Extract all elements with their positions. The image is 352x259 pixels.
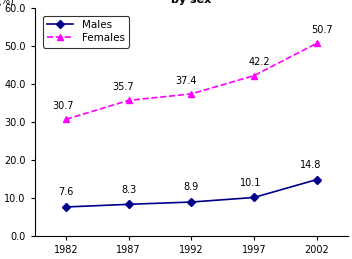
Text: (%): (%) [0,0,14,6]
Males [252,196,256,199]
Text: 30.7: 30.7 [52,101,74,111]
Males [126,203,131,206]
Line: Females: Females [63,40,320,123]
Text: 14.8: 14.8 [300,160,322,170]
Line: Males: Males [63,177,319,210]
Females [314,42,319,45]
Text: 8.9: 8.9 [184,182,199,192]
Females [252,74,256,77]
Males [64,205,68,208]
Legend: Males, Females: Males, Females [43,16,129,48]
Males [314,178,319,181]
Text: 8.3: 8.3 [121,185,136,195]
Text: 35.7: 35.7 [112,82,134,92]
Text: 10.1: 10.1 [240,178,262,188]
Males [189,200,193,204]
Females [189,92,193,96]
Text: 42.2: 42.2 [249,57,270,67]
Text: 7.6: 7.6 [58,187,74,197]
Text: 37.4: 37.4 [175,76,196,85]
Females [64,118,68,121]
Text: 50.7: 50.7 [311,25,333,35]
Females [126,99,131,102]
Title: Fig. 9  Trend of ratio of "Irregular employees"
by sex: Fig. 9 Trend of ratio of "Irregular empl… [48,0,334,5]
